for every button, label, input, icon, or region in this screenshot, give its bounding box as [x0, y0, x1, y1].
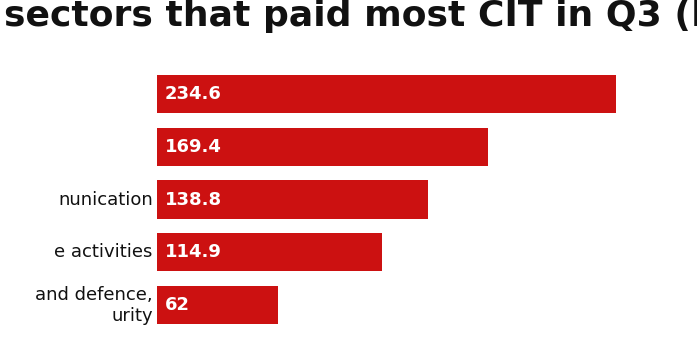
Bar: [157, 181, 429, 218]
Text: nunication: nunication: [58, 191, 153, 208]
Text: e activities: e activities: [54, 244, 153, 261]
Text: 234.6: 234.6: [164, 85, 222, 103]
Text: 62: 62: [164, 297, 190, 314]
Bar: [157, 233, 381, 271]
Text: sectors that paid most CIT in Q3 (N'b: sectors that paid most CIT in Q3 (N'b: [4, 0, 697, 33]
Text: 138.8: 138.8: [164, 191, 222, 208]
Bar: [157, 128, 489, 166]
Text: 114.9: 114.9: [164, 244, 222, 261]
Bar: [157, 75, 616, 113]
Text: 169.4: 169.4: [164, 138, 222, 155]
Bar: [157, 286, 278, 324]
Text: and defence,
urity: and defence, urity: [35, 286, 153, 325]
